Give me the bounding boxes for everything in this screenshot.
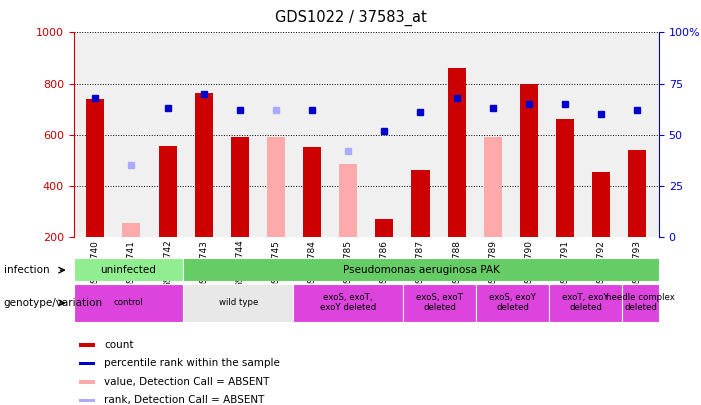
Bar	[339, 164, 358, 237]
Bar	[267, 137, 285, 237]
Bar	[447, 68, 465, 237]
Text: genotype/variation: genotype/variation	[4, 298, 102, 308]
Bar	[79, 362, 95, 365]
Text: value, Detection Call = ABSENT: value, Detection Call = ABSENT	[104, 377, 269, 387]
Bar	[592, 172, 610, 237]
Text: exoS, exoT,
exoY deleted: exoS, exoT, exoY deleted	[320, 293, 376, 312]
Bar	[74, 284, 184, 322]
Bar	[184, 258, 659, 281]
Text: GDS1022 / 37583_at: GDS1022 / 37583_at	[275, 10, 426, 26]
Text: exoT, exoY
deleted: exoT, exoY deleted	[562, 293, 609, 312]
Bar	[403, 284, 476, 322]
Bar	[79, 380, 95, 384]
Bar	[549, 284, 622, 322]
Bar	[158, 146, 177, 237]
Bar	[556, 119, 574, 237]
Bar	[628, 150, 646, 237]
Bar	[293, 284, 403, 322]
Bar	[74, 258, 184, 281]
Text: exoS, exoT
deleted: exoS, exoT deleted	[416, 293, 463, 312]
Bar	[476, 284, 549, 322]
Text: infection: infection	[4, 265, 49, 275]
Text: exoS, exoY
deleted: exoS, exoY deleted	[489, 293, 536, 312]
Bar	[79, 343, 95, 347]
Bar	[86, 99, 104, 237]
Text: count: count	[104, 340, 134, 350]
Bar	[79, 399, 95, 402]
Text: wild type: wild type	[219, 298, 258, 307]
Text: control: control	[114, 298, 144, 307]
Bar	[195, 93, 212, 237]
Text: uninfected: uninfected	[100, 265, 156, 275]
Text: needle complex
deleted: needle complex deleted	[606, 293, 675, 312]
Bar	[123, 223, 140, 237]
Bar	[184, 284, 293, 322]
Bar	[484, 137, 502, 237]
Text: percentile rank within the sample: percentile rank within the sample	[104, 358, 280, 369]
Bar	[520, 83, 538, 237]
Bar	[375, 219, 393, 237]
Text: Pseudomonas aeruginosa PAK: Pseudomonas aeruginosa PAK	[343, 265, 500, 275]
Bar	[303, 147, 321, 237]
Bar	[622, 284, 659, 322]
Bar	[231, 137, 249, 237]
Bar	[411, 171, 430, 237]
Text: rank, Detection Call = ABSENT: rank, Detection Call = ABSENT	[104, 395, 264, 405]
